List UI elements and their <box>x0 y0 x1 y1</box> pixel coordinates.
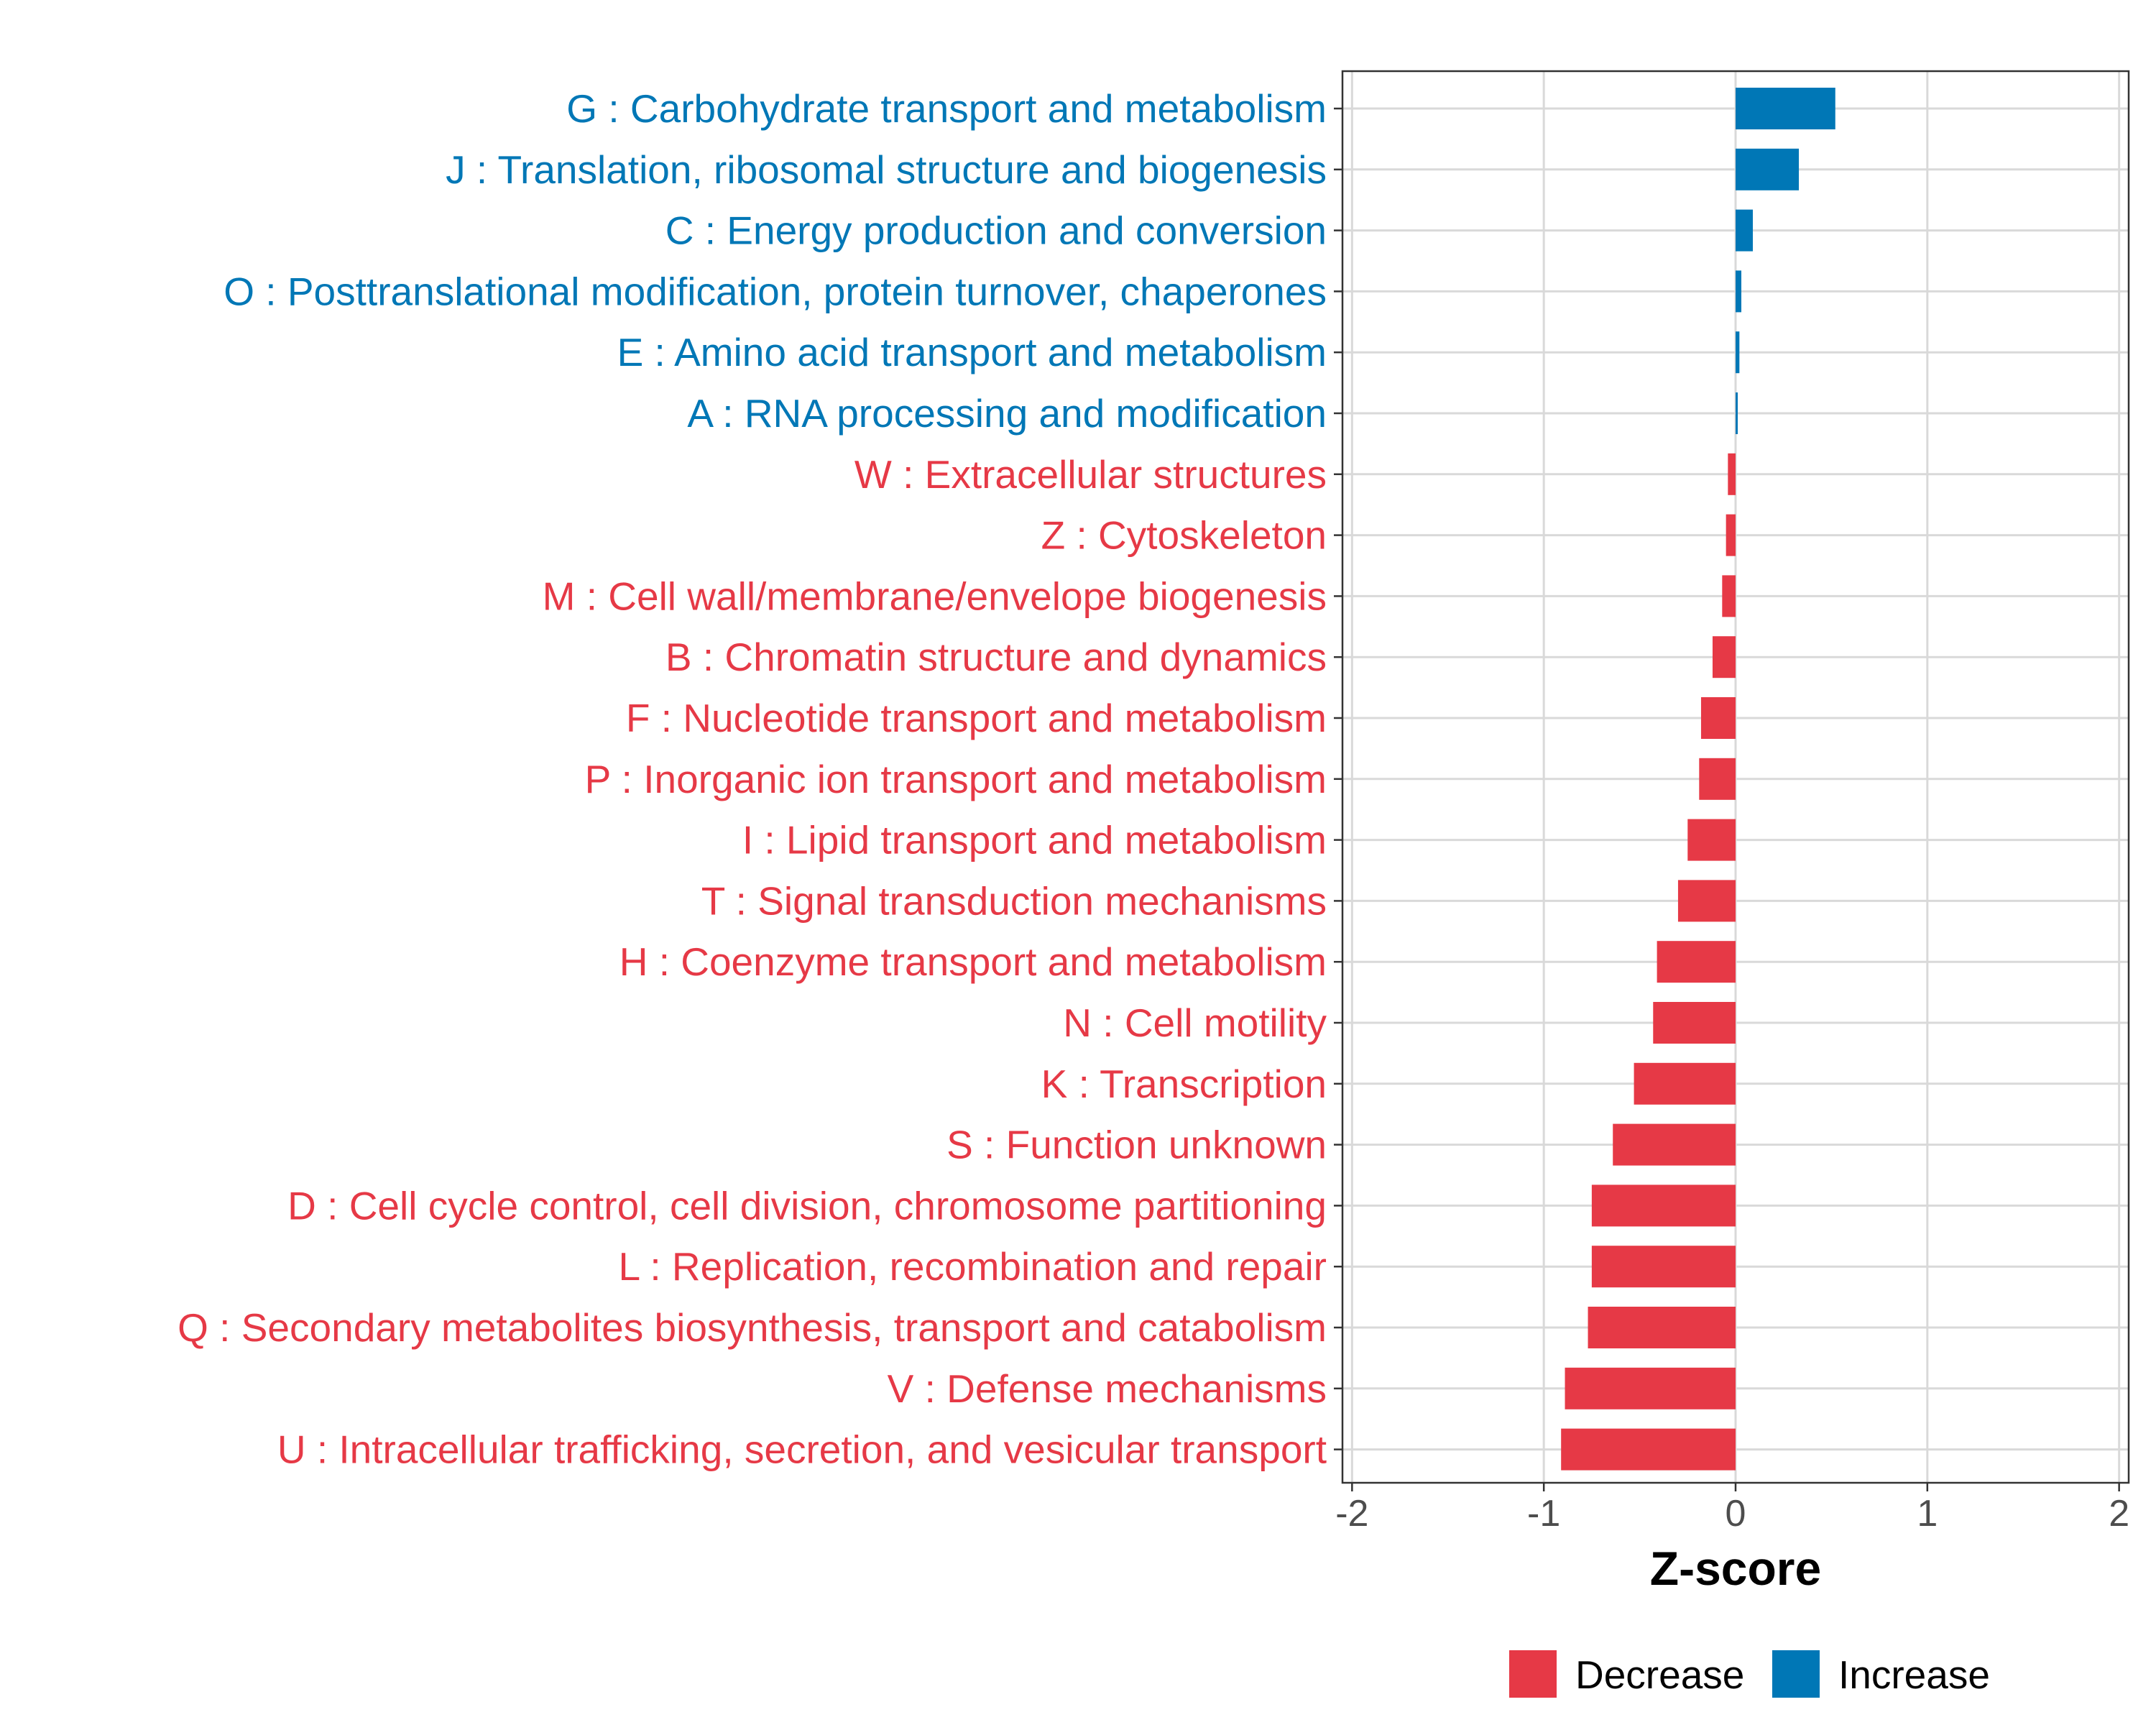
category-label: U : Intracellular trafficking, secretion… <box>277 1427 1327 1472</box>
bar <box>1728 453 1736 495</box>
legend: Decrease Increase <box>1509 1650 1990 1698</box>
category-label: I : Lipid transport and metabolism <box>742 818 1327 862</box>
category-label: Q : Secondary metabolites biosynthesis, … <box>178 1305 1327 1350</box>
bar <box>1736 148 1800 190</box>
category-label: L : Replication, recombination and repai… <box>619 1244 1327 1289</box>
category-label: H : Coenzyme transport and metabolism <box>619 939 1327 984</box>
legend-swatch-decrease <box>1509 1650 1557 1698</box>
bar <box>1634 1062 1736 1105</box>
bar <box>1700 697 1736 739</box>
bar <box>1565 1367 1736 1409</box>
category-label: Z : Cytoskeleton <box>1041 513 1327 558</box>
bar <box>1588 1307 1736 1348</box>
bar <box>1687 819 1736 861</box>
bar <box>1591 1184 1736 1227</box>
x-tick-label: 1 <box>1917 1493 1938 1535</box>
bar <box>1736 331 1740 374</box>
bar <box>1736 88 1835 129</box>
x-tick-label: -2 <box>1335 1493 1368 1535</box>
category-label: M : Cell wall/membrane/envelope biogenes… <box>543 574 1327 618</box>
bar <box>1699 758 1736 800</box>
x-axis-title: Z-score <box>1650 1542 1821 1595</box>
category-label: J : Translation, ribosomal structure and… <box>446 147 1327 192</box>
bar <box>1736 392 1738 434</box>
bar <box>1722 575 1736 617</box>
category-label: C : Energy production and conversion <box>665 208 1327 253</box>
category-label: E : Amino acid transport and metabolism <box>617 330 1327 374</box>
category-label: B : Chromatin structure and dynamics <box>665 635 1327 679</box>
bar <box>1736 209 1754 252</box>
x-ticks: -2 -1 0 1 2 <box>1335 1483 2129 1535</box>
category-label: N : Cell motility <box>1063 1000 1327 1045</box>
bar <box>1736 270 1742 313</box>
category-label: D : Cell cycle control, cell division, c… <box>287 1183 1327 1228</box>
bar <box>1677 880 1736 922</box>
bar <box>1712 636 1736 678</box>
y-ticks: G : Carbohydrate transport and metabolis… <box>178 86 1342 1472</box>
legend-label-increase: Increase <box>1838 1652 1990 1697</box>
bars <box>1561 88 1835 1471</box>
bar <box>1653 1002 1736 1044</box>
category-label: T : Signal transduction mechanisms <box>701 878 1327 923</box>
category-label: A : RNA processing and modification <box>687 391 1327 436</box>
category-label: O : Posttranslational modification, prot… <box>224 269 1327 313</box>
category-label: W : Extracellular structures <box>854 452 1327 497</box>
legend-label-decrease: Decrease <box>1575 1652 1744 1697</box>
category-label: G : Carbohydrate transport and metabolis… <box>566 86 1327 131</box>
legend-swatch-increase <box>1772 1650 1820 1698</box>
category-label: V : Defense mechanisms <box>888 1366 1327 1411</box>
bar <box>1657 941 1736 983</box>
category-label: S : Function unknown <box>946 1123 1327 1167</box>
bar <box>1613 1123 1736 1166</box>
x-tick-label: 2 <box>2109 1493 2129 1535</box>
category-label: K : Transcription <box>1041 1062 1327 1106</box>
category-label: F : Nucleotide transport and metabolism <box>626 696 1327 740</box>
bar <box>1561 1428 1736 1471</box>
bar <box>1726 514 1736 556</box>
x-tick-label: 0 <box>1726 1493 1746 1535</box>
bar <box>1591 1246 1736 1288</box>
category-label: P : Inorganic ion transport and metaboli… <box>585 757 1327 801</box>
x-tick-label: -1 <box>1527 1493 1560 1535</box>
